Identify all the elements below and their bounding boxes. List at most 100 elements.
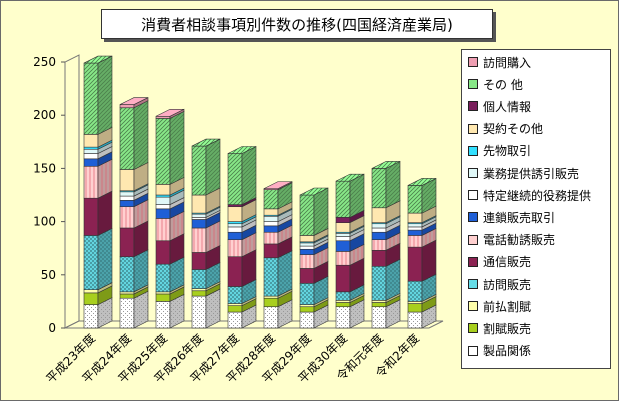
legend: 訪問購入 その 他個人情報 契約その他 先物取引 業務提供誘引販売 特定継続的役務提供 連鎖… [461,49,611,369]
bar-segment-side [133,100,149,170]
bar-segment [263,208,279,216]
bar-segment [155,194,171,198]
bar-segment [191,288,207,292]
legend-item: 電話勧誘販売 [468,230,555,250]
legend-swatch [468,79,478,90]
legend-item: 訪問販売 [468,274,531,294]
bar-segment [335,236,351,242]
bar-segment [155,204,171,210]
bar-segment [335,180,351,218]
legend-label: 製品関係 [483,344,532,359]
bar-segment [335,222,351,233]
bar-segment [299,248,315,255]
bars [83,55,437,329]
legend-swatch [468,145,478,156]
bar-segment [83,235,99,290]
bar-segment [83,165,99,199]
bar-top [155,108,185,117]
bar-segment-side [277,250,293,297]
bar-top [263,181,293,189]
bar-segment [155,293,171,302]
legend-label: 電話勧誘販売 [483,233,556,248]
legend-swatch [468,256,478,267]
bar-segment [335,306,351,329]
bar-segment-side [385,160,401,209]
bar-segment [155,184,171,196]
bar-segment [335,302,351,308]
bar-segment [263,306,279,329]
legend-swatch [468,57,478,67]
legend-label: 前払割賦 [483,299,532,314]
y-tick-label: 200 [33,108,56,122]
bar-segment [407,280,423,302]
bar-segment [371,168,387,209]
bar-segment [83,62,99,135]
bar-segment [155,240,171,265]
bar-segment [407,235,423,248]
bar-segment-side [205,138,221,196]
bar-segment [119,191,135,197]
bar-stack [227,146,257,329]
bar-segment [119,256,135,293]
bar-segment [335,217,351,223]
bar-segment [227,221,243,225]
y-tick-label: 250 [33,55,56,69]
legend-label: 連鎖販売取引 [483,210,556,225]
bar-segment [299,235,315,243]
bar-segment [83,292,99,305]
bar-stack [263,181,293,329]
bar-segment [155,115,171,119]
bar-segment [227,223,243,228]
legend-item: 訪問購入 [468,52,531,72]
legend-item: 製品関係 [468,341,531,361]
legend-label: 通信販売 [483,255,532,270]
bar-segment [263,297,279,308]
y-tick-label: 0 [48,321,56,335]
bar-segment [155,218,171,242]
chart-title: 消費者相談事項別件数の推移(四国経済産業局) [141,15,453,34]
legend-item: 割賦販売 [468,318,531,338]
bar-segment [371,223,387,229]
legend-item: 前払割賦 [468,296,531,316]
legend-item: 連鎖販売取引 [468,207,555,227]
bar-segment [83,134,99,148]
bar-stack [299,187,329,329]
bar-top [83,55,113,64]
bar-segment [227,153,243,205]
bar-segment [119,104,135,109]
bar-segment [119,206,135,229]
bar-segment [83,304,99,329]
bar-segment [371,250,387,267]
bar-segment [227,286,243,304]
legend-item: 契約その他 [468,119,543,139]
legend-label: 契約その他 [483,122,544,137]
bar-segment [191,145,207,196]
legend-swatch [468,190,478,201]
bar-segment [299,306,315,313]
legend-swatch [468,279,478,289]
bar-segment [263,295,279,299]
bar-segment-side [133,249,149,293]
bar-segment [263,189,279,210]
bar-segment [227,231,243,240]
bar-top [335,173,365,182]
legend-label: 業務提供誘引販売 [483,166,580,181]
legend-item: その 他 [468,74,523,94]
bar-stack [371,160,401,329]
bar-segment [263,221,279,227]
bar-segment [407,246,423,282]
bar-segment [263,225,279,233]
bar-segment [155,208,171,219]
bar-segment [299,311,315,329]
bar-top [407,178,437,186]
bar-segment [371,207,387,223]
bar-segment [191,194,207,214]
bar-segment [227,226,243,233]
legend-label: 特定継続的役務提供 [483,188,592,203]
bar-segment [335,251,351,266]
bar-segment [263,257,279,297]
bar-segment [407,303,423,313]
bar-segment [407,311,423,329]
bar-stack [119,97,149,329]
